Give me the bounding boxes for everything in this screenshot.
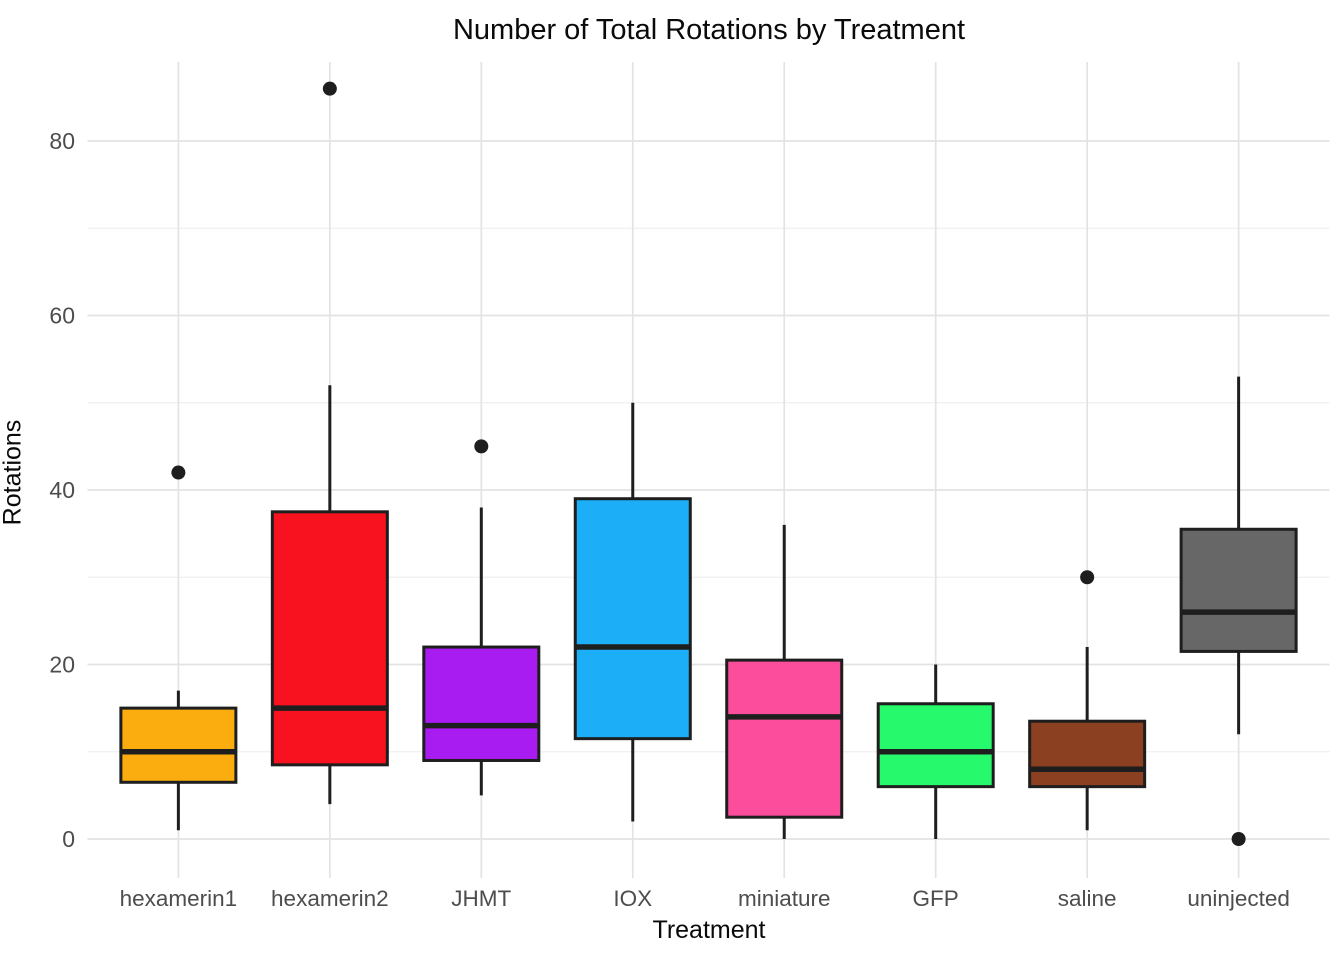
outlier-point-hexamerin1 <box>171 465 186 480</box>
x-tick-label: hexamerin2 <box>271 886 389 911</box>
x-tick-label: IOX <box>613 886 652 911</box>
x-tick-label: hexamerin1 <box>120 886 238 911</box>
y-tick-label: 20 <box>49 652 75 678</box>
box-hexamerin2 <box>270 510 389 767</box>
y-tick-label: 80 <box>49 128 75 154</box>
x-tick-label: GFP <box>913 886 959 911</box>
box-GFP <box>876 702 995 789</box>
y-tick-label: 0 <box>62 826 75 852</box>
box-uninjected <box>1179 527 1298 653</box>
x-tick-label: saline <box>1058 886 1117 911</box>
box-miniature <box>725 658 844 819</box>
box-IOX <box>573 497 692 741</box>
x-tick-label: miniature <box>738 886 831 911</box>
outlier-point-uninjected <box>1231 832 1246 846</box>
chart-title: Number of Total Rotations by Treatment <box>452 14 966 46</box>
box-JHMT <box>422 645 541 762</box>
y-tick-label: 60 <box>49 303 75 329</box>
box-hexamerin1 <box>119 706 238 784</box>
x-tick-label: JHMT <box>451 886 511 911</box>
box-saline <box>1028 719 1147 789</box>
x-axis-title: Treatment <box>652 916 766 944</box>
x-tick-label: uninjected <box>1187 886 1290 911</box>
outlier-point-JHMT <box>474 439 489 454</box>
outlier-point-saline <box>1080 570 1095 585</box>
y-tick-label: 40 <box>49 477 75 503</box>
outlier-point-hexamerin2 <box>322 81 337 96</box>
